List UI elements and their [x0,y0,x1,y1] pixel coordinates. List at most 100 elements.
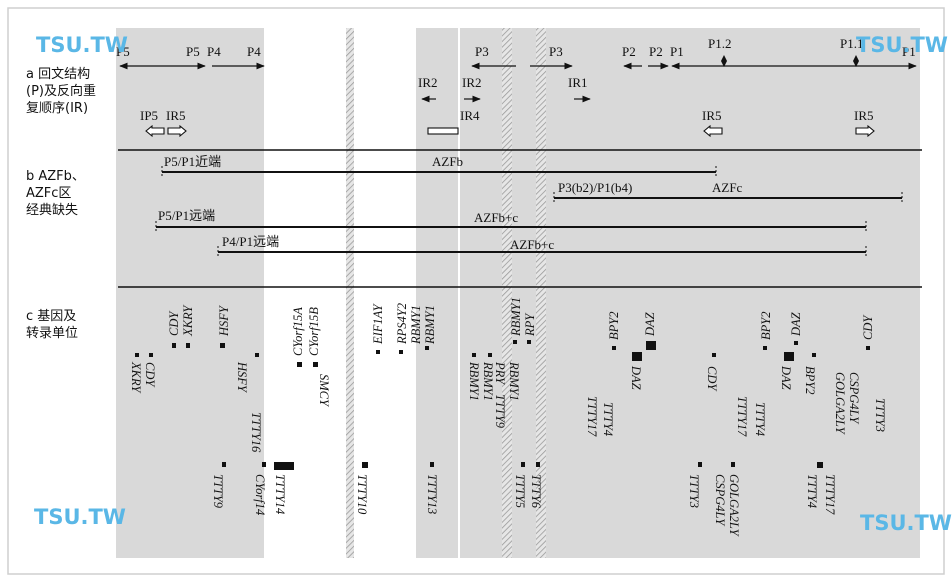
gene-label: TTTY3 [873,398,887,432]
gene-label: TTTY13 [425,474,439,514]
palindrome-label: P1 [670,44,684,59]
ir-label: IP5 [140,108,158,123]
gene-label: CYorf15A [291,307,305,356]
gene-label: TTTY17 [735,396,749,437]
gene-label: TTTY6 [529,474,543,509]
gene-label: CYorf14 [253,474,267,515]
gene-label: EIF1AY [371,302,385,345]
watermarks: TSU.TW TSU.TW TSU.TW TSU.TW [34,33,952,535]
palindrome-label: P1 [902,44,916,59]
genes-bottom: TTTY9 CYorf14 TTTY14 TTTY10 TTTY13 TTTY5… [211,474,837,538]
palindrome-label: P3 [475,44,489,59]
gene-label: TTTY4 [805,474,819,508]
ir-label: IR5 [166,108,186,123]
deletion-region: AZFb+c [510,237,554,252]
gene-label: BPY2 [607,312,621,340]
gene-label: DAZ [643,311,657,337]
gene-label: CDY [143,362,157,388]
genes-lower: XKRY CDY HSFY TTTY16 SMCY RBMY1 RBMY1 PR… [129,361,887,453]
gene-label: TTTY4 [601,402,615,436]
watermark-bottom-right: TSU.TW [860,511,952,535]
gene-label: CDY [167,310,181,336]
gene-label: HSFY [217,304,231,337]
gene-label: TTTY10 [355,474,369,515]
deletion-region: AZFb+c [474,210,518,225]
gene-label: RPS4Y2 [395,303,409,345]
gene-label: RPY [523,312,537,337]
gene-label: HSFY [235,361,249,394]
gene-label: TTTY14 [273,474,287,514]
palindrome-label: P3 [549,44,563,59]
gene-label: XKRY [129,361,143,394]
gene-label: CDY [861,314,875,340]
palindrome-label: P5 [116,44,130,59]
palindrome-label: P4 [247,44,261,59]
section-labels: a 回文结构 (P)及反向重 复顺序(IR) b AZFb、 AZFc区 经典缺… [26,67,96,341]
gene-label: DAZ [789,311,803,337]
deletion-region: AZFc [712,180,743,195]
deletion-label: P5/P1远端 [158,208,215,223]
deletion-region: AZFb [432,154,463,169]
gene-label: GOLGA2LY [833,372,847,436]
palindrome-label: P1.1 [840,36,863,51]
section-b-line1: b AZFb、 [26,169,85,184]
ir-label: IR5 [702,108,722,123]
section-a-line3: 复顺序(IR) [26,101,88,116]
palindrome-label: P4 [207,44,221,59]
palindrome-label: P2 [622,44,636,59]
gene-label: RBMY1 [509,297,523,337]
shaded-bands [116,28,920,558]
gene-label: CDY [705,366,719,392]
section-b-line2: AZFc区 [26,186,71,201]
palindrome-labels: P5 P5 P4 P4 P3 P3 P2 P2 P1 P1.2 P1.1 P1 [116,36,916,59]
section-c-line1: c 基因及 [26,309,76,324]
gene-label: RBMY1 [507,361,521,401]
ir-label: IR4 [460,108,480,123]
gene-label: TTTY9 [211,474,225,509]
gene-label: TTTY17 [585,396,599,437]
palindrome-diamonds [721,55,859,67]
ir-labels: IR2 IR2 IR1 IP5 IR5 IR4 IR5 IR5 [140,75,874,123]
ir-block-arrows [145,124,875,138]
section-b-line3: 经典缺失 [26,203,78,218]
deletion-label: P3(b2)/P1(b4) [558,180,632,195]
gene-markers [135,340,870,470]
gene-label: TTTY5 [513,474,527,508]
gene-label: DAZ [629,365,643,391]
gene-label: RBMY1 [423,305,437,345]
ir-label: IR2 [418,75,438,90]
gene-label: TTTY4 [753,402,767,436]
palindrome-label: P2 [649,44,663,59]
deletion-label: P4/P1远端 [222,234,279,249]
section-c-line2: 转录单位 [26,326,78,341]
section-a-line2: (P)及反向重 [26,83,96,99]
gene-label: DAZ [779,365,793,391]
watermark-top-left: TSU.TW [36,33,128,57]
gene-label: GOLGA2LY [727,474,741,538]
palindrome-label: P5 [186,44,200,59]
genes-upper: CDY XKRY HSFY CYorf15A CYorf15B EIF1AY R… [167,297,875,356]
gene-label: CSPG4LY [713,474,727,527]
gene-label: RBMY1 [409,305,423,345]
gene-label: BPY2 [803,366,817,394]
watermark-bottom-left: TSU.TW [34,505,126,529]
gene-label: XKRY [181,304,195,337]
ir-label: IR5 [854,108,874,123]
deletion-lines [155,166,903,258]
gene-label: BPY2 [759,312,773,340]
gene-label: CYorf15B [307,307,321,356]
deletion-labels: P5/P1近端 AZFb P3(b2)/P1(b4) AZFc P5/P1远端 … [158,154,743,252]
watermark-top-right: TSU.TW [856,33,948,57]
gene-label: TTTY3 [687,474,701,508]
ir-label: IR1 [568,75,588,90]
section-a-line1: a 回文结构 [26,67,90,82]
deletion-label: P5/P1近端 [164,154,221,169]
palindrome-label: P1.2 [708,36,731,51]
gene-label: RBMY1 [481,361,495,401]
gene-label: TTTY16 [249,412,263,453]
gene-label: CSPG4LY [847,372,861,425]
gene-label: SMCY [317,374,331,408]
gene-label: RBMY1 [467,361,481,401]
gene-label: TTTY9 [493,394,507,429]
